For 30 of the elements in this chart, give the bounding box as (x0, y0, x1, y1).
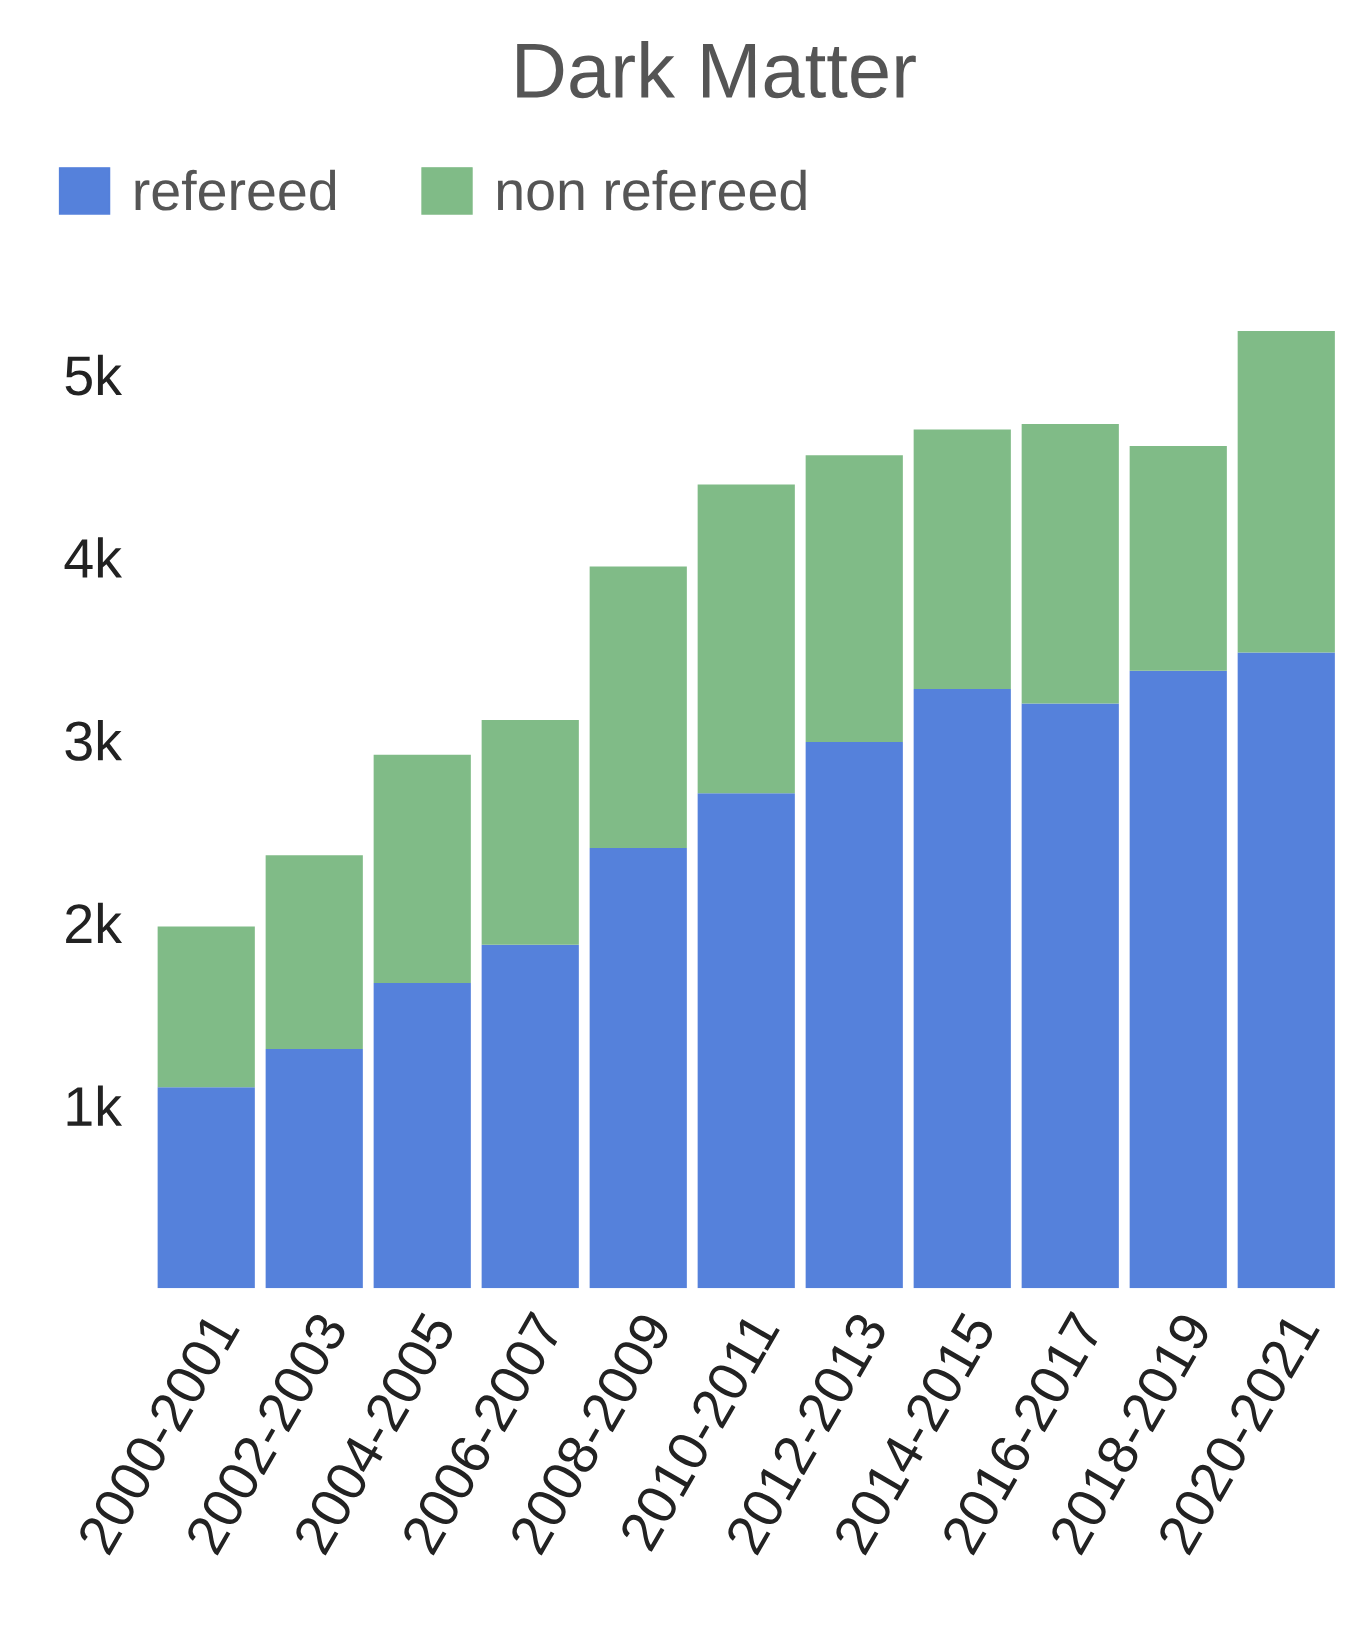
bar (1021, 703, 1119, 1289)
bar (373, 983, 471, 1289)
bar (1237, 330, 1335, 653)
y-tick-label: 2k (66, 902, 123, 943)
bar (589, 566, 687, 848)
bar (697, 484, 795, 794)
bar (481, 944, 579, 1289)
bar (1129, 670, 1227, 1289)
bar (373, 754, 471, 984)
legend-label: non refereed (497, 169, 806, 211)
bar (481, 720, 579, 945)
bar (265, 855, 363, 1049)
bar (913, 689, 1011, 1289)
y-tick-label: 1k (67, 1085, 123, 1126)
y-tick-label: 4k (64, 537, 123, 578)
bar (1129, 446, 1227, 671)
bar (265, 1048, 363, 1289)
bar (1237, 652, 1335, 1289)
bar (697, 793, 795, 1289)
bar (589, 847, 687, 1289)
bar (157, 926, 255, 1088)
bar (913, 429, 1011, 689)
y-tick-label: 3k (65, 720, 123, 761)
bar (805, 455, 903, 742)
bar (1021, 424, 1119, 704)
legend-label: refereed (135, 169, 336, 211)
y-tick-label: 5k (65, 354, 123, 396)
chart-title: Dark Matter (517, 41, 916, 99)
bar (805, 741, 903, 1289)
bar (157, 1087, 255, 1289)
